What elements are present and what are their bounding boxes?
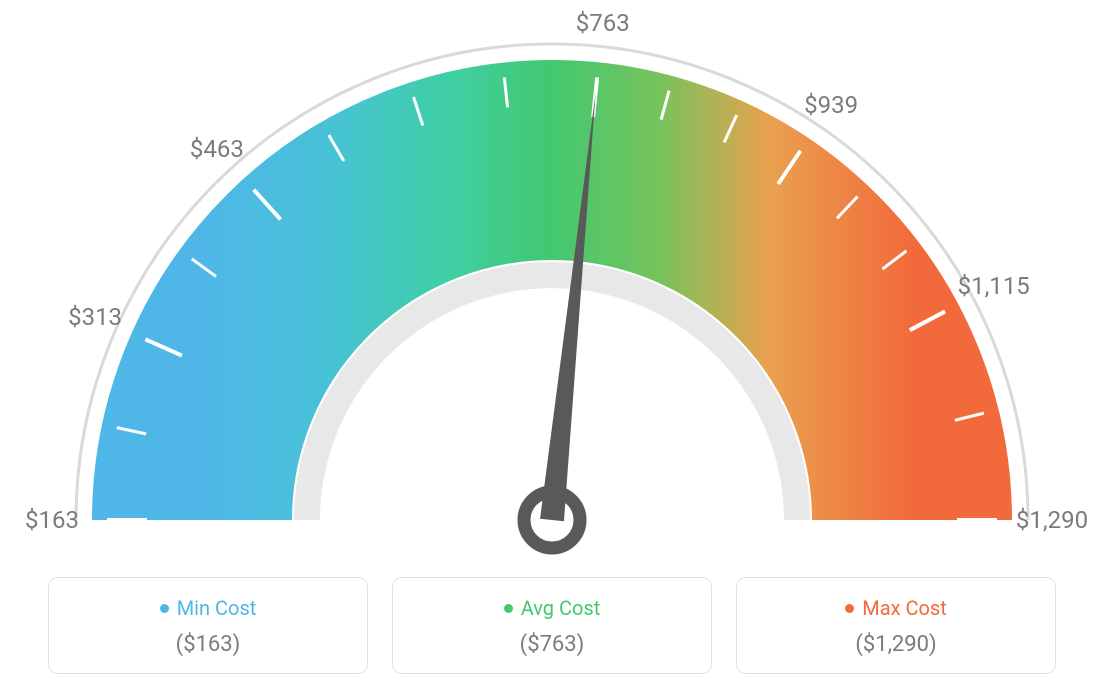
- legend-value-min: ($163): [49, 632, 367, 657]
- gauge-tick-label: $163: [25, 506, 79, 534]
- gauge-tick-label: $939: [804, 91, 858, 119]
- legend-value-avg: ($763): [393, 632, 711, 657]
- legend-title-min: Min Cost: [160, 596, 257, 620]
- legend-title-min-label: Min Cost: [177, 596, 257, 620]
- legend-value-max: ($1,290): [737, 632, 1055, 657]
- legend-title-max-label: Max Cost: [862, 596, 947, 620]
- gauge-tick-label: $463: [190, 135, 244, 163]
- legend-dot-max: [845, 604, 854, 613]
- legend-title-avg: Avg Cost: [504, 596, 601, 620]
- legend-dot-min: [160, 604, 169, 613]
- gauge-tick-label: $313: [68, 303, 122, 331]
- legend-row: Min Cost ($163) Avg Cost ($763) Max Cost…: [0, 577, 1104, 674]
- gauge-tick-label: $763: [576, 9, 630, 37]
- gauge-tick-label: $1,290: [1016, 506, 1088, 534]
- legend-dot-avg: [504, 604, 513, 613]
- gauge-tick-label: $1,115: [958, 272, 1030, 300]
- legend-title-avg-label: Avg Cost: [521, 596, 601, 620]
- legend-card-avg: Avg Cost ($763): [392, 577, 712, 674]
- legend-title-max: Max Cost: [845, 596, 947, 620]
- gauge-chart: $163 $313 $463 $763 $939 $1,115 $1,290: [0, 0, 1104, 560]
- gauge-svg: [0, 0, 1104, 560]
- legend-card-min: Min Cost ($163): [48, 577, 368, 674]
- legend-card-max: Max Cost ($1,290): [736, 577, 1056, 674]
